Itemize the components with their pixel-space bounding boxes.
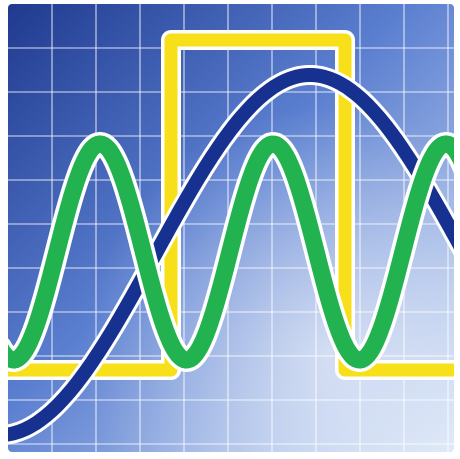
slow-curve — [8, 68, 454, 442]
sine-wave — [8, 135, 454, 369]
